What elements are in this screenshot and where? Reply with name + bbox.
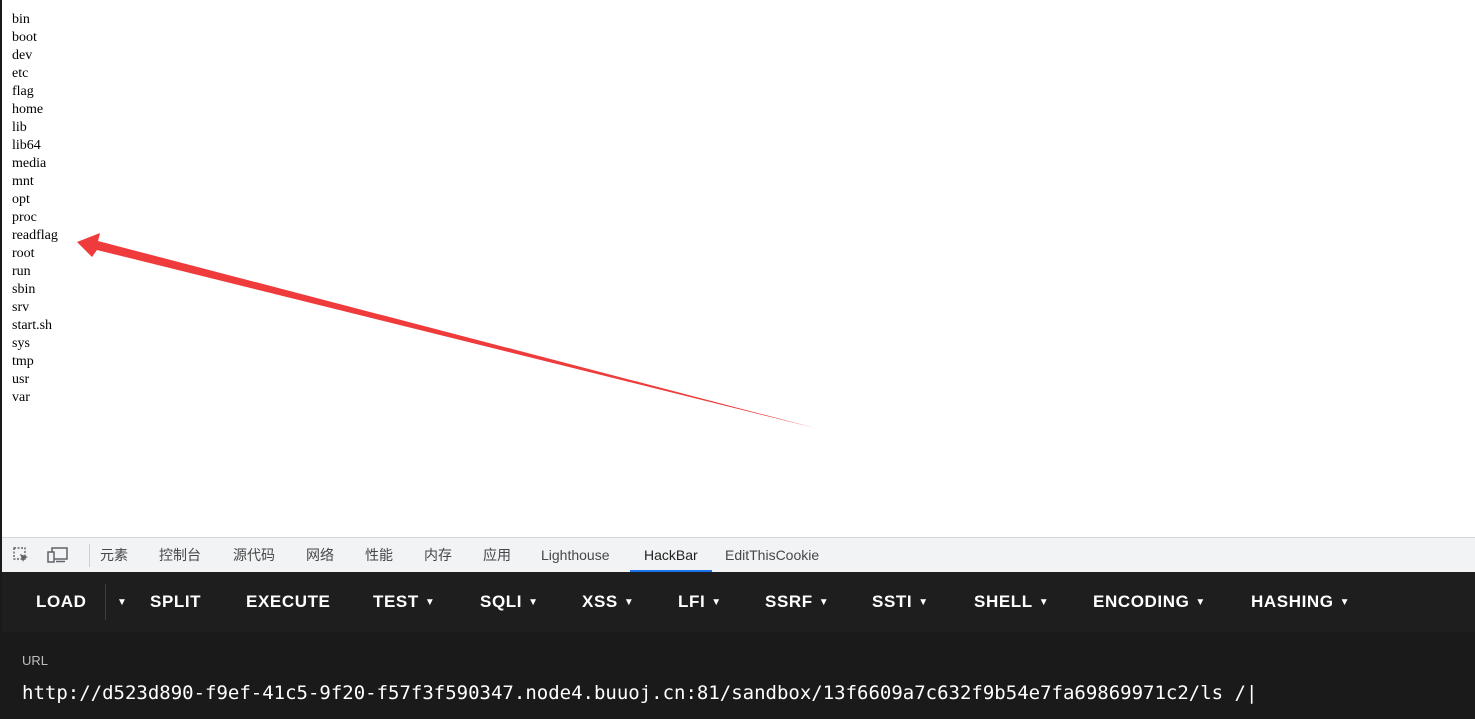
execute-label: EXECUTE <box>246 592 331 611</box>
test-menu-button[interactable]: TEST ▼ <box>373 572 435 632</box>
caret-down-icon: ▼ <box>623 597 635 608</box>
listing-item: flag <box>12 84 34 99</box>
listing-item: run <box>12 264 31 279</box>
listing-item: media <box>12 156 47 171</box>
listing-item: readflag <box>12 228 58 243</box>
listing-item: lib64 <box>12 138 41 153</box>
encoding-label: ENCODING <box>1093 592 1190 611</box>
tab-hackbar[interactable]: HackBar <box>630 538 712 572</box>
listing-item: sbin <box>12 282 36 297</box>
ssrf-menu-button[interactable]: SSRF ▼ <box>765 572 829 632</box>
tab-console[interactable]: 控制台 <box>159 547 201 563</box>
ssti-label: SSTI <box>872 592 913 611</box>
tab-performance[interactable]: 性能 <box>365 547 393 563</box>
hashing-label: HASHING <box>1251 592 1334 611</box>
listing-item: home <box>12 102 44 117</box>
load-button[interactable]: LOAD <box>36 572 87 632</box>
split-button[interactable]: SPLIT <box>150 572 201 632</box>
listing-item: root <box>12 246 35 261</box>
load-label: LOAD <box>36 592 87 611</box>
listing-item: mnt <box>12 174 34 189</box>
caret-down-icon: ▼ <box>1195 597 1206 608</box>
tab-sources[interactable]: 源代码 <box>233 547 275 563</box>
listing-item: etc <box>12 66 29 81</box>
listing-item: lib <box>12 120 27 135</box>
tab-memory[interactable]: 内存 <box>424 547 452 563</box>
tab-editthiscookie[interactable]: EditThisCookie <box>725 547 820 563</box>
tab-network[interactable]: 网络 <box>306 547 334 563</box>
shell-menu-button[interactable]: SHELL ▼ <box>974 572 1049 632</box>
caret-down-icon: ▼ <box>1339 597 1351 608</box>
caret-down-icon: ▼ <box>1038 597 1050 608</box>
listing-item: bin <box>12 12 30 27</box>
xss-menu-button[interactable]: XSS ▼ <box>582 572 634 632</box>
listing-item: opt <box>12 192 30 207</box>
execute-button[interactable]: EXECUTE <box>246 572 331 632</box>
sqli-label: SQLI <box>480 592 523 611</box>
caret-down-icon: ▼ <box>818 597 830 608</box>
caret-down-icon: ▼ <box>117 597 128 608</box>
lfi-label: LFI <box>678 592 706 611</box>
sqli-menu-button[interactable]: SQLI ▼ <box>480 572 539 632</box>
tab-lighthouse[interactable]: Lighthouse <box>541 547 610 563</box>
caret-down-icon: ▼ <box>528 597 539 608</box>
caret-down-icon: ▼ <box>711 597 722 608</box>
listing-item: boot <box>12 30 37 45</box>
shell-label: SHELL <box>974 592 1033 611</box>
directory-listing: bin boot dev etc flag home lib lib64 med… <box>12 11 58 407</box>
encoding-menu-button[interactable]: ENCODING ▼ <box>1093 572 1206 632</box>
hashing-menu-button[interactable]: HASHING ▼ <box>1251 572 1350 632</box>
hackbar-url-panel: URL http://d523d890-f9ef-41c5-9f20-f57f3… <box>2 632 1475 719</box>
page-content: bin boot dev etc flag home lib lib64 med… <box>12 11 815 428</box>
annotation-arrow <box>77 233 815 428</box>
devtools-tab-bar: 元素 控制台 源代码 网络 性能 内存 应用 Lighthouse HackBa… <box>2 537 1475 572</box>
test-label: TEST <box>373 592 419 611</box>
caret-down-icon: ▼ <box>424 597 436 608</box>
tab-separator <box>89 544 90 567</box>
url-label: URL <box>22 653 49 668</box>
inspect-element-icon[interactable] <box>12 546 32 564</box>
url-input[interactable]: http://d523d890-f9ef-41c5-9f20-f57f3f590… <box>22 682 1258 704</box>
arrow-shape <box>77 233 815 428</box>
load-divider <box>105 584 106 620</box>
listing-item: srv <box>12 300 30 315</box>
xss-label: XSS <box>582 592 618 611</box>
load-dropdown-button[interactable]: ▼ <box>111 572 128 632</box>
listing-item: dev <box>12 48 33 63</box>
split-label: SPLIT <box>150 592 202 611</box>
listing-item: sys <box>12 336 30 351</box>
caret-down-icon: ▼ <box>918 597 929 608</box>
ssti-menu-button[interactable]: SSTI ▼ <box>872 572 929 632</box>
listing-item: proc <box>12 210 37 225</box>
window-edge <box>0 0 2 719</box>
listing-item: usr <box>12 372 30 387</box>
listing-item: tmp <box>12 354 34 369</box>
device-toolbar-icon[interactable] <box>47 546 68 564</box>
listing-item: start.sh <box>12 318 53 333</box>
ssrf-label: SSRF <box>765 592 813 611</box>
tab-application[interactable]: 应用 <box>483 547 511 563</box>
listing-item: var <box>12 390 30 405</box>
tab-elements[interactable]: 元素 <box>100 547 128 563</box>
lfi-menu-button[interactable]: LFI ▼ <box>678 572 722 632</box>
hackbar-toolbar: LOAD ▼ SPLIT EXECUTE TEST ▼ SQLI ▼ XSS ▼ LF… <box>2 572 1475 632</box>
